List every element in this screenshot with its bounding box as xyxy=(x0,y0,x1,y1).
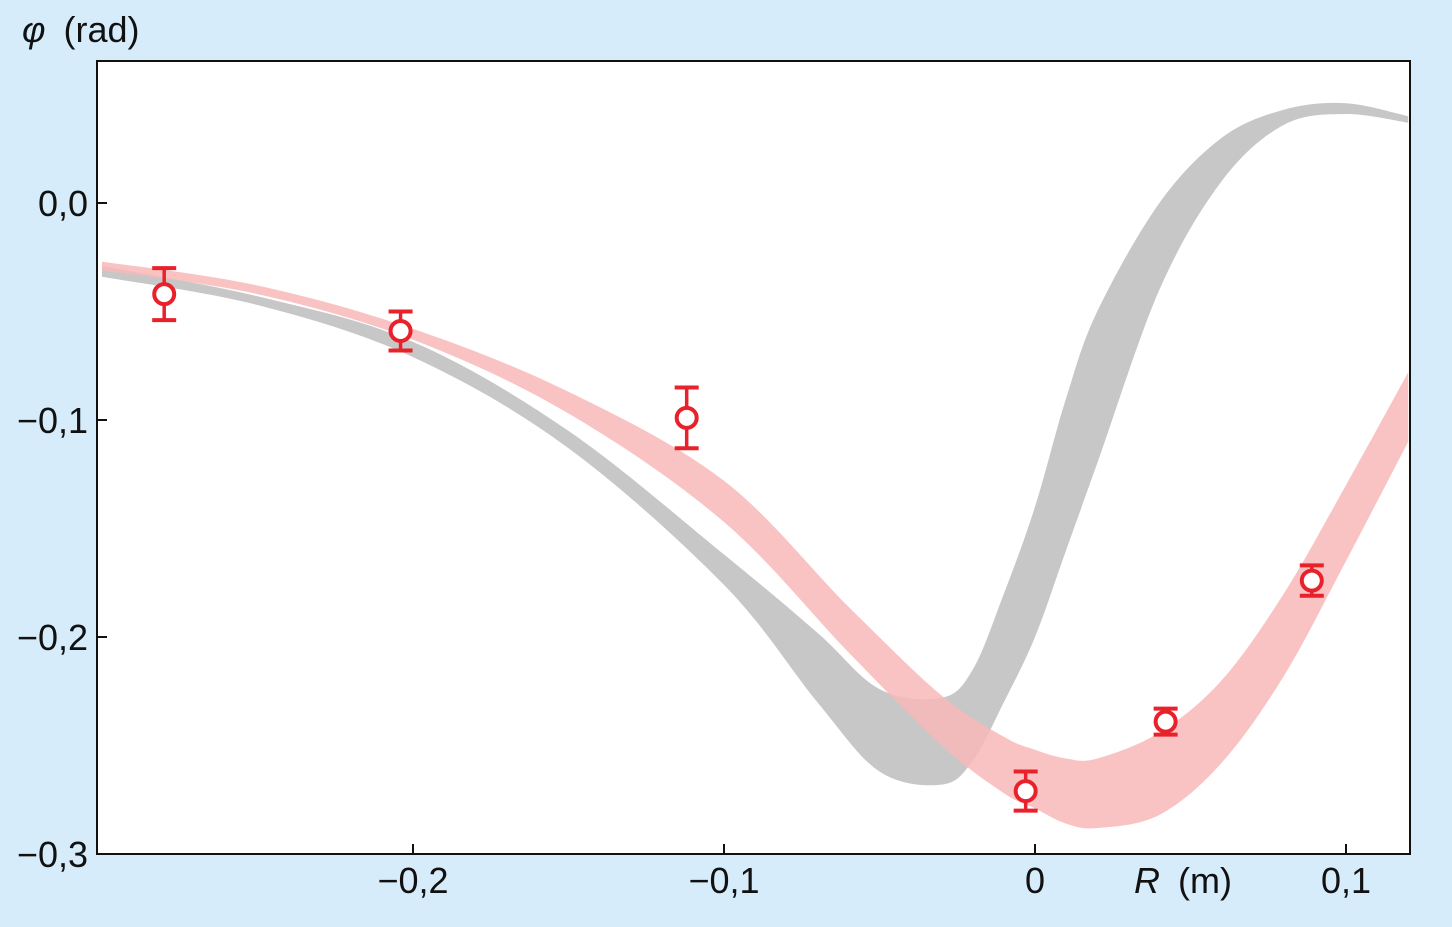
y-axis-unit: (rad) xyxy=(64,9,140,50)
point-marker xyxy=(1013,779,1038,804)
point-marker xyxy=(1299,568,1324,593)
data-point xyxy=(1153,706,1178,737)
y-tick-label: −0,2 xyxy=(17,617,88,658)
x-axis-unit: (m) xyxy=(1178,860,1232,901)
data-point xyxy=(1013,769,1038,813)
x-tick-label: −0,2 xyxy=(377,860,448,901)
x-axis-symbol: R xyxy=(1134,860,1160,901)
data-point xyxy=(1299,563,1324,598)
data-point xyxy=(152,266,177,323)
x-tick-label: 0 xyxy=(1025,860,1045,901)
data-point xyxy=(388,309,413,353)
point-marker xyxy=(674,405,699,430)
y-tick-label: −0,1 xyxy=(17,400,88,441)
data-point xyxy=(674,385,699,451)
y-tick-label: −0,3 xyxy=(17,834,88,875)
x-tick-label: 0,1 xyxy=(1321,860,1371,901)
point-marker xyxy=(1153,709,1178,734)
point-marker xyxy=(388,319,413,344)
point-marker xyxy=(152,282,177,307)
ticks-layer: −0,2 −0,1 0 0,1 0,0 −0,1 −0,2 −0,3 xyxy=(17,183,1371,901)
x-tick-label: −0,1 xyxy=(688,860,759,901)
y-axis-symbol: φ xyxy=(22,9,45,50)
y-axis-title: φ (rad) xyxy=(22,9,140,50)
y-tick-label: 0,0 xyxy=(38,183,88,224)
pink-band xyxy=(102,261,1409,829)
points-layer xyxy=(152,266,1324,813)
axis-titles-layer: φ (rad) R (m) xyxy=(22,9,1232,901)
frame-layer xyxy=(96,60,1411,855)
x-axis-title: R (m) xyxy=(1134,860,1232,901)
plot-frame xyxy=(96,60,1411,855)
bands-layer xyxy=(102,102,1409,829)
